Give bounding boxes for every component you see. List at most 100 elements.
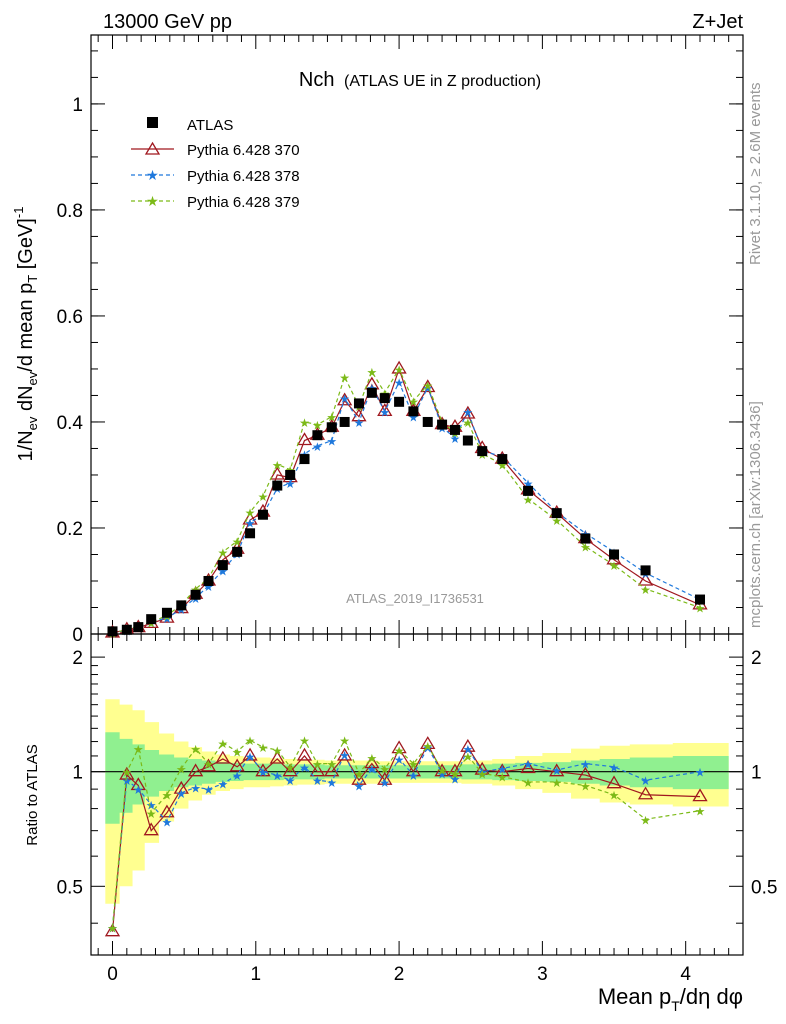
main-point-370 [336, 392, 353, 406]
ratio-point-378: ★ [162, 815, 173, 829]
main-ytick-label: 0 [72, 625, 83, 646]
main-point-atlas [449, 424, 460, 435]
ratio-point-370 [549, 763, 565, 777]
main-point-atlas [437, 419, 448, 430]
ratio-point-379: ★ [258, 741, 269, 755]
ratio-point-379: ★ [285, 761, 296, 775]
ratio-point-379: ★ [107, 921, 118, 935]
ratio-point-370 [336, 747, 353, 761]
ratio-ytick-label: 2 [72, 648, 83, 669]
main-point-379: ★ [272, 458, 283, 472]
main-point-atlas [353, 398, 364, 409]
plot-title: Nch [299, 69, 335, 91]
main-point-379: ★ [640, 583, 651, 597]
ratio-point-370 [420, 736, 436, 749]
ratio-point-379: ★ [146, 807, 157, 821]
ratio-point-379: ★ [176, 762, 187, 776]
ratio-point-378: ★ [326, 776, 337, 790]
ratio-point-378: ★ [121, 774, 132, 788]
ratio-point-379: ★ [339, 734, 350, 748]
main-point-378: ★ [523, 477, 534, 491]
ratio-point-378: ★ [146, 799, 157, 813]
main-ytick-label: 1 [72, 95, 83, 116]
ratio-xtick-label: 4 [680, 964, 691, 985]
ratio-point-379: ★ [437, 764, 448, 778]
main-point-370 [269, 466, 285, 480]
ratio-point-370 [200, 758, 217, 772]
ratio-point-379: ★ [450, 767, 461, 781]
main-point-atlas [497, 454, 508, 465]
ratio-point-370 [282, 763, 298, 777]
main-point-378: ★ [450, 432, 461, 446]
legend-378-marker: ★ [146, 167, 159, 183]
main-point-atlas [257, 509, 268, 520]
ratio-point-379: ★ [477, 767, 488, 781]
ratio-point-370 [391, 740, 407, 754]
main-point-370 [391, 360, 407, 374]
main-point-atlas [176, 600, 187, 611]
main-ytick-label: 0.4 [57, 413, 84, 434]
ratio-point-370 [309, 763, 326, 777]
ratio-ytick-label-right: 1 [751, 763, 762, 784]
ratio-point-379: ★ [312, 758, 323, 772]
ratio-point-379: ★ [609, 789, 620, 803]
ratio-point-370 [577, 766, 594, 780]
main-point-378: ★ [339, 392, 350, 406]
ratio-point-370 [119, 766, 135, 780]
main-point-370 [460, 405, 476, 419]
main-point-atlas [107, 626, 118, 637]
ratio-point-378: ★ [640, 774, 651, 788]
main-ytick-label: 0.6 [57, 307, 83, 328]
header-right: Z+Jet [692, 11, 743, 33]
plot-subtitle: (ATLAS UE in Z production) [344, 73, 541, 90]
header-left: 13000 GeV pp [103, 11, 232, 33]
ratio-point-370 [229, 758, 245, 772]
ratio-point-378: ★ [299, 761, 310, 775]
ratio-point-378: ★ [695, 766, 706, 780]
rivet-label: Rivet 3.1.10, ≥ 2.6M events [747, 83, 764, 266]
ratio-panel: 0.5 0.51 12 20 1 2 3 4★★★★★★ ★ ★ ★★★★ ★ ★★★ ★★★★★★★★★… [57, 633, 777, 985]
ratio-point-370 [494, 763, 510, 777]
ratio-point-378: ★ [394, 753, 405, 767]
ratio-point-379: ★ [408, 758, 419, 772]
ratio-point-379: ★ [462, 750, 473, 764]
ratio-point-370 [324, 763, 340, 777]
ratio-point-379: ★ [217, 737, 228, 751]
ratio-point-379: ★ [354, 767, 365, 781]
main-point-atlas [523, 485, 534, 496]
main-point-atlas [245, 528, 256, 539]
main-point-atlas [580, 533, 591, 544]
main-point-atlas [326, 422, 337, 433]
x-axis-label: Mean pT/dη dφ [598, 984, 743, 1014]
main-ytick-label: 0.2 [57, 519, 83, 540]
ratio-band-outer [105, 699, 729, 904]
ratio-point-379: ★ [366, 751, 377, 765]
ratio-point-378: ★ [232, 769, 243, 783]
main-point-atlas [366, 387, 377, 398]
ratio-point-370 [434, 763, 450, 777]
main-point-atlas [477, 446, 488, 457]
main-point-atlas [203, 575, 214, 586]
mcplots-label: mcplots.cern.ch [arXiv:1306.3436] [747, 401, 764, 628]
ratio-point-378: ★ [366, 762, 377, 776]
main-point-378: ★ [245, 517, 256, 531]
main-point-378: ★ [462, 405, 473, 419]
ratio-point-379: ★ [245, 734, 256, 748]
main-ytick-label: 0.8 [57, 201, 83, 222]
main-point-atlas [121, 624, 132, 635]
ratio-point-370 [173, 780, 189, 794]
ratio-series-line [111, 745, 701, 928]
main-point-379: ★ [609, 559, 620, 573]
main-point-atlas [394, 396, 405, 407]
main-point-atlas [379, 393, 390, 404]
main-point-atlas [695, 594, 706, 605]
main-point-370 [420, 379, 436, 393]
ratio-xtick-label: 3 [537, 964, 548, 985]
ratio-frame [90, 633, 744, 956]
ratio-point-378: ★ [258, 766, 269, 780]
ratio-point-378: ★ [133, 783, 144, 797]
ratio-point-379: ★ [580, 779, 591, 793]
ratio-xtick-label: 2 [394, 964, 405, 985]
ratio-point-378: ★ [551, 764, 562, 778]
